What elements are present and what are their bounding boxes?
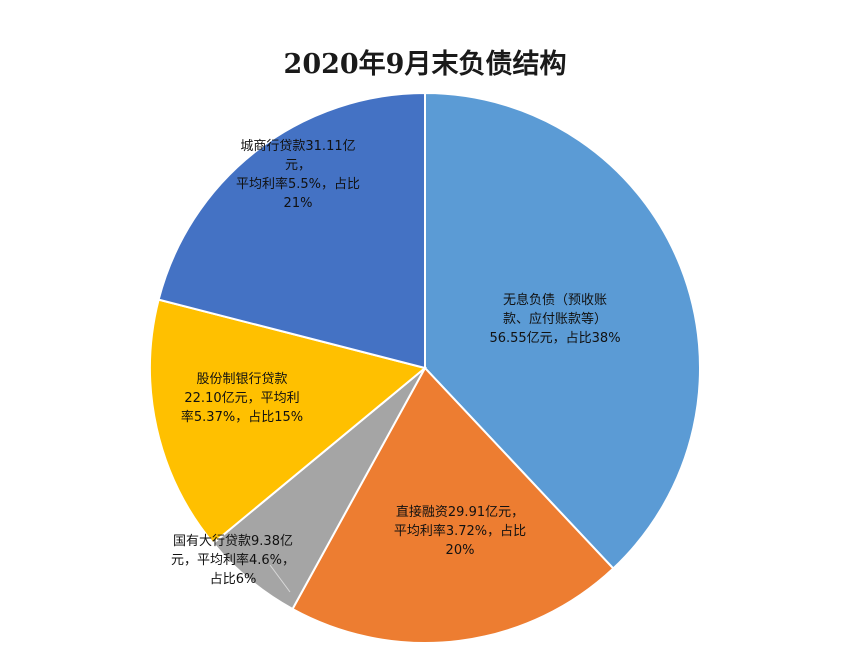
slice-label-line: 20% xyxy=(446,543,475,558)
slice-label-line: 城商行贷款31.11亿 xyxy=(240,139,355,154)
slice-label-line: 21% xyxy=(284,196,313,211)
slice-label-0: 无息负债（预收账款、应付账款等） 56.55亿元，占比38% xyxy=(489,292,620,346)
slice-label-line: 元，平均利率4.6%， xyxy=(171,552,295,568)
leader-line-2 xyxy=(269,564,291,593)
pie-slice-0 xyxy=(424,91,701,570)
slice-label-line: 国有大行贷款9.38亿 xyxy=(173,534,293,549)
slice-label-3: 股份制银行贷款 22.10亿元，平均利率5.37%，占比15% xyxy=(181,372,303,425)
slice-label-line: 元， xyxy=(285,158,311,173)
slice-label-line: 股份制银行贷款 xyxy=(196,372,287,387)
slice-label-line: 无息负债（预收账 xyxy=(503,292,607,308)
pie-slice-4 xyxy=(157,91,426,370)
slice-label-line: 款、应付账款等） xyxy=(503,311,607,327)
slice-label-line: 平均利率3.72%，占比 xyxy=(394,523,526,539)
slice-label-line: 率5.37%，占比15% xyxy=(181,409,303,425)
chart-title: 2020年9月末负债结构 xyxy=(283,49,567,80)
slice-label-line: 22.10亿元，平均利 xyxy=(184,391,299,406)
slice-label-4: 城商行贷款31.11亿元， 平均利率5.5%，占比 21% xyxy=(236,139,360,211)
slice-label-2: 国有大行贷款9.38亿元，平均利率4.6%， 占比6% xyxy=(171,534,295,587)
pie-slice-3 xyxy=(149,298,428,545)
slice-label-line: 直接融资29.91亿元， xyxy=(396,504,524,520)
pie-slice-1 xyxy=(291,366,615,644)
slice-label-line: 56.55亿元，占比38% xyxy=(489,331,620,346)
slice-label-line: 平均利率5.5%，占比 xyxy=(236,176,360,192)
slice-label-1: 直接融资29.91亿元， 平均利率3.72%，占比 20% xyxy=(394,504,526,558)
slice-label-line: 占比6% xyxy=(210,572,257,587)
